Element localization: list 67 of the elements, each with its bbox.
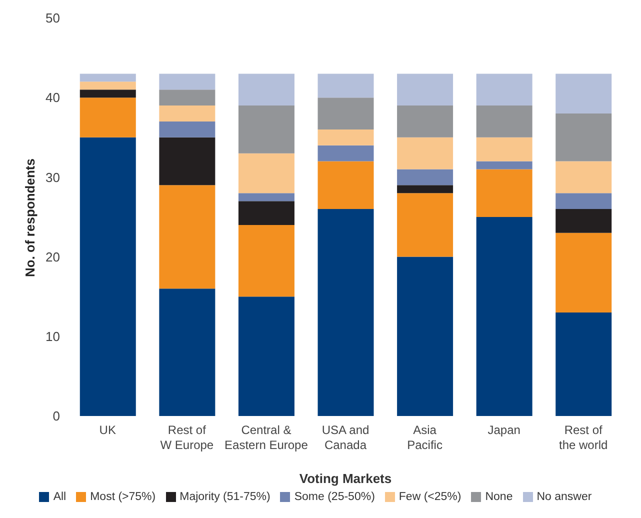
x-tick-label: Rest of W Europe — [160, 423, 214, 452]
x-tick-label: UK — [99, 423, 116, 437]
bar — [556, 114, 612, 162]
bar — [556, 193, 612, 210]
bar — [318, 129, 374, 146]
bar — [238, 201, 294, 225]
bar — [397, 185, 454, 194]
y-tick-label: 50 — [46, 10, 60, 26]
legend-label: No answer — [536, 491, 592, 503]
legend-label: Few (<25%) — [398, 491, 462, 503]
bar — [238, 224, 294, 297]
bar — [318, 74, 374, 98]
y-tick-label: 10 — [46, 329, 60, 344]
x-tick-label: Rest of the world — [559, 423, 608, 452]
bar — [159, 90, 216, 106]
bar — [318, 98, 374, 130]
bar — [476, 137, 532, 162]
bar — [159, 74, 216, 90]
bar — [80, 82, 136, 90]
y-axis-title: No. of respondents — [22, 158, 38, 277]
bar — [238, 74, 294, 106]
bar — [556, 209, 612, 233]
bar — [80, 137, 136, 416]
x-axis-title: Voting Markets — [299, 471, 392, 486]
bar — [397, 193, 454, 257]
bar — [397, 74, 454, 106]
x-tick-label: USA and Canada — [322, 423, 370, 452]
bar — [238, 106, 294, 154]
y-tick-label: 30 — [46, 170, 60, 185]
x-tick-label: Asia Pacific — [407, 423, 442, 452]
bar — [318, 209, 374, 416]
bar — [476, 169, 532, 217]
bar — [556, 161, 612, 194]
y-tick-label: 20 — [46, 249, 60, 264]
bar — [159, 288, 216, 416]
y-tick-label: 0 — [52, 408, 60, 424]
legend-label: Majority (51-75%) — [180, 491, 270, 503]
bar — [159, 137, 216, 186]
legend-label: Some (25-50%) — [294, 491, 375, 503]
legend-label: None — [485, 491, 513, 503]
bar — [476, 161, 532, 170]
bar — [238, 153, 294, 194]
bar — [318, 161, 374, 210]
legend-label: Most (>75%) — [90, 491, 156, 503]
bar — [238, 296, 294, 416]
bar — [556, 312, 612, 416]
legend-label: All — [53, 491, 66, 503]
bar — [397, 256, 454, 416]
x-tick-label: Japan — [488, 423, 520, 437]
bar — [80, 90, 136, 98]
bar — [159, 185, 216, 289]
bar — [476, 74, 532, 106]
bar — [159, 106, 216, 122]
bar — [397, 137, 454, 170]
bar — [476, 106, 532, 138]
bar — [556, 74, 612, 114]
bar — [238, 193, 294, 202]
bar — [397, 169, 454, 186]
bar — [318, 145, 374, 162]
bar — [80, 74, 136, 82]
x-tick-label: Central & Eastern Europe — [224, 423, 308, 452]
bar — [476, 217, 532, 416]
bar — [159, 121, 216, 138]
bar — [397, 106, 454, 138]
bar — [556, 232, 612, 313]
y-tick-label: 40 — [46, 90, 60, 106]
bar — [80, 98, 136, 138]
